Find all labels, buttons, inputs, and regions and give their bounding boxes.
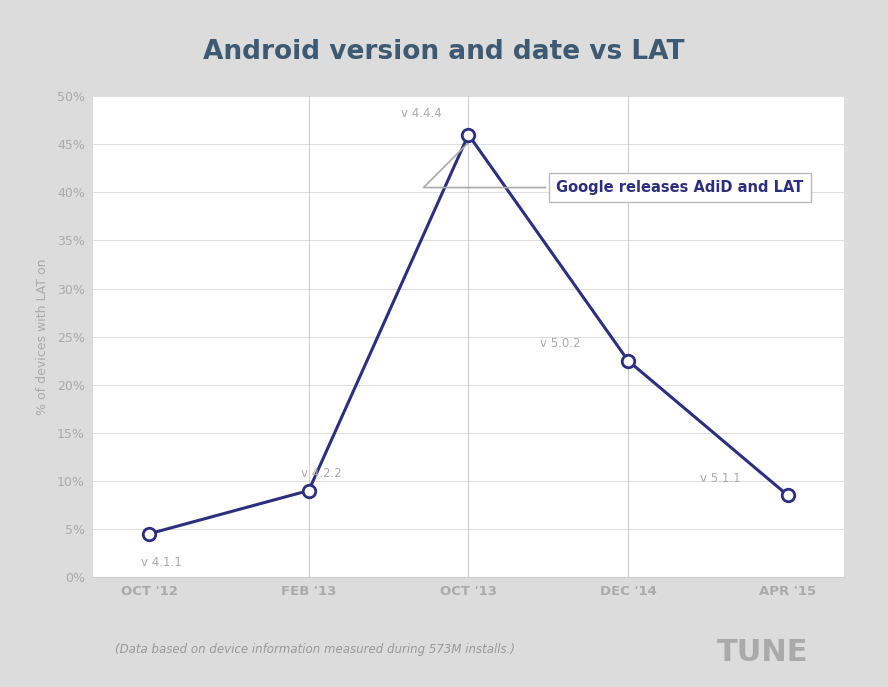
- Text: TUNE: TUNE: [717, 638, 808, 667]
- Text: Google releases AdiD and LAT: Google releases AdiD and LAT: [424, 137, 804, 195]
- Text: (Data based on device information measured during 573M installs.): (Data based on device information measur…: [115, 643, 515, 655]
- Text: v 4.4.4: v 4.4.4: [401, 107, 442, 120]
- Text: v 4.2.2: v 4.2.2: [301, 466, 342, 480]
- Text: v 4.1.1: v 4.1.1: [141, 556, 182, 569]
- Y-axis label: % of devices with LAT on: % of devices with LAT on: [36, 258, 49, 415]
- Text: v 5.0.2: v 5.0.2: [540, 337, 581, 350]
- Text: v 5.1.1: v 5.1.1: [700, 471, 741, 484]
- Text: Android version and date vs LAT: Android version and date vs LAT: [203, 38, 685, 65]
